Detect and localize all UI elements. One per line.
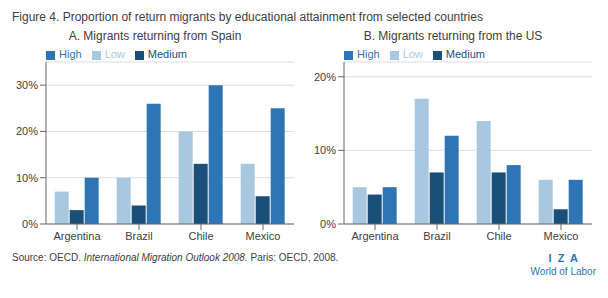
svg-text:0%: 0% xyxy=(320,218,336,230)
svg-text:Mexico: Mexico xyxy=(544,230,579,242)
svg-text:Chile: Chile xyxy=(486,230,511,242)
svg-text:Brazil: Brazil xyxy=(125,230,153,242)
html-text:A. Migrants returning from Spa: A. Migrants returning from Spain xyxy=(68,29,242,43)
svg-text:Brazil: Brazil xyxy=(423,230,451,242)
html-text:Low: Low xyxy=(402,48,423,60)
svg-text:20%: 20% xyxy=(314,71,336,83)
html-text:I Z A: I Z A xyxy=(548,252,579,264)
svg-text:20%: 20% xyxy=(16,125,38,137)
html-text:High: High xyxy=(59,48,82,60)
html-text:Figure 4. Proportion of return: Figure 4. Proportion of return migrants … xyxy=(12,10,483,24)
html-text:Medium: Medium xyxy=(445,48,485,60)
html-text:Medium: Medium xyxy=(147,48,187,60)
svg-text:Mexico: Mexico xyxy=(246,230,281,242)
svg-text:Argentina: Argentina xyxy=(53,230,101,242)
svg-text:30%: 30% xyxy=(16,79,38,91)
svg-text:10%: 10% xyxy=(314,144,336,156)
html-text:Source: OECD. International Mi: Source: OECD. International Migration Ou… xyxy=(12,252,339,263)
svg-text:Argentina: Argentina xyxy=(351,230,399,242)
svg-text:0%: 0% xyxy=(22,218,38,230)
html-text:B. Migrants returning from the: B. Migrants returning from the US xyxy=(363,29,543,43)
html-text:World of Labor: World of Labor xyxy=(530,266,596,277)
html-text:High: High xyxy=(357,48,380,60)
svg-text:Chile: Chile xyxy=(188,230,213,242)
html-text:Low: Low xyxy=(104,48,125,60)
svg-text:10%: 10% xyxy=(16,172,38,184)
